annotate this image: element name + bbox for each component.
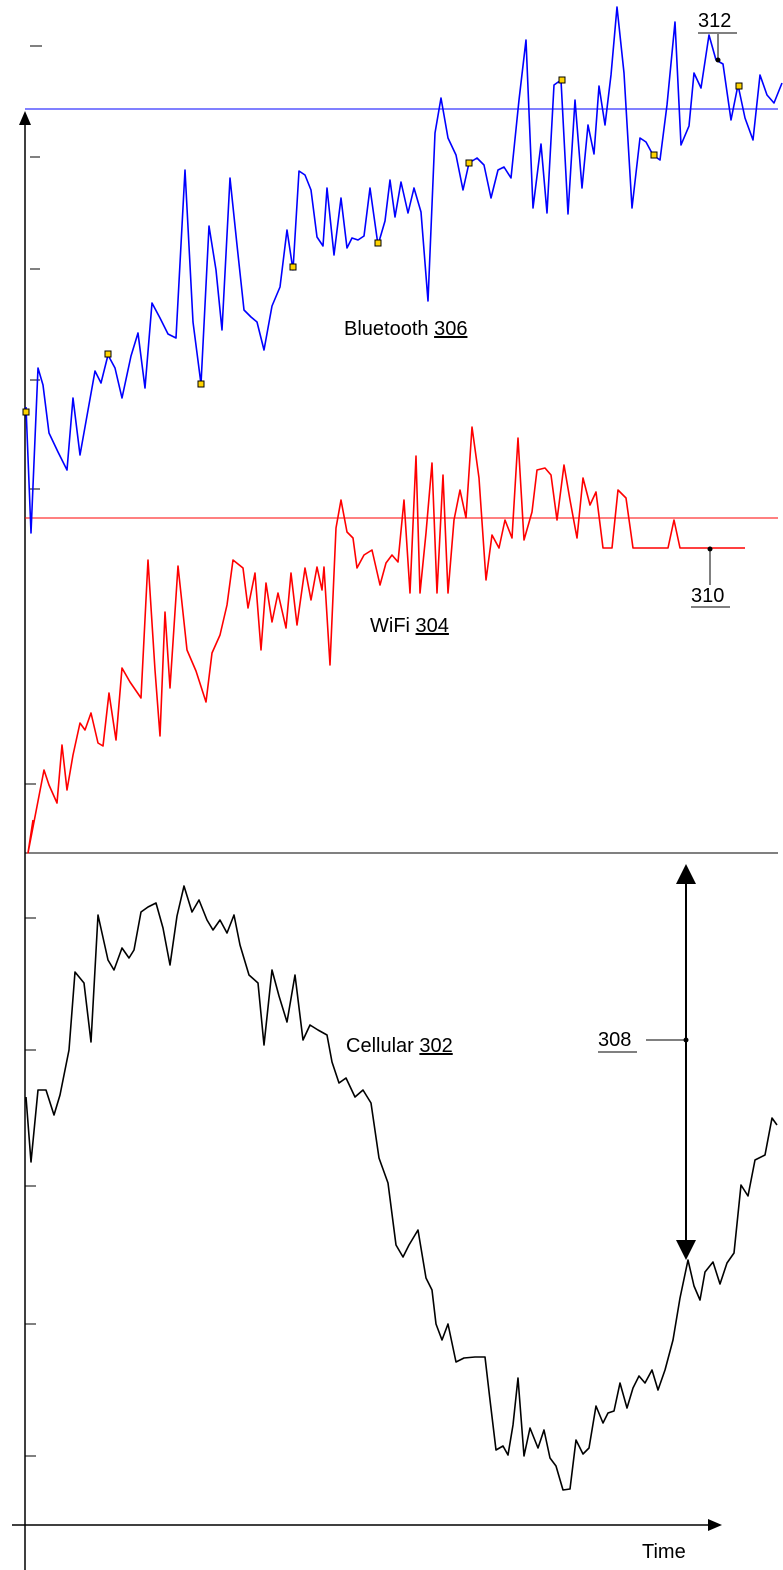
wifi-series-line xyxy=(27,426,745,854)
bluetooth-data-marker xyxy=(197,380,205,388)
bluetooth-name: Bluetooth xyxy=(344,318,434,340)
bluetooth-series-line xyxy=(25,6,783,534)
wifi-series-label: WiFi 304 xyxy=(370,615,449,637)
bluetooth-data-marker xyxy=(22,408,30,416)
axes xyxy=(12,111,722,1570)
cellular-series-line xyxy=(25,885,778,1491)
annotation-308: 308 xyxy=(598,864,696,1260)
bluetooth-data-marker xyxy=(465,159,473,167)
cellular-series-label: Cellular 302 xyxy=(346,1035,453,1057)
bluetooth-ref: 306 xyxy=(434,318,467,340)
callout-312-label: 312 xyxy=(698,10,731,32)
cellular-name: Cellular xyxy=(346,1035,419,1057)
bluetooth-data-marker xyxy=(650,151,658,159)
series-layer xyxy=(22,6,783,1491)
wifi-ref: 304 xyxy=(416,615,449,637)
y-axis-arrowhead xyxy=(19,111,31,125)
bluetooth-data-marker xyxy=(558,76,566,84)
callout-310-label: 310 xyxy=(691,585,724,607)
bluetooth-data-marker xyxy=(104,350,112,358)
annotation-312: 312 xyxy=(698,10,737,63)
x-axis-label: Time xyxy=(642,1541,686,1563)
bluetooth-series-label: Bluetooth 306 xyxy=(344,318,467,340)
callout-312-dot xyxy=(715,57,721,63)
wifi-name: WiFi xyxy=(370,615,416,637)
bluetooth-data-marker xyxy=(289,263,297,271)
y-ticks xyxy=(25,45,42,1457)
x-axis-arrowhead xyxy=(708,1519,722,1531)
bluetooth-data-marker xyxy=(374,239,382,247)
cellular-ref: 302 xyxy=(419,1035,452,1057)
annotation-310: 310 xyxy=(691,546,730,608)
bluetooth-data-marker xyxy=(735,82,743,90)
callout-308-label: 308 xyxy=(598,1029,631,1051)
